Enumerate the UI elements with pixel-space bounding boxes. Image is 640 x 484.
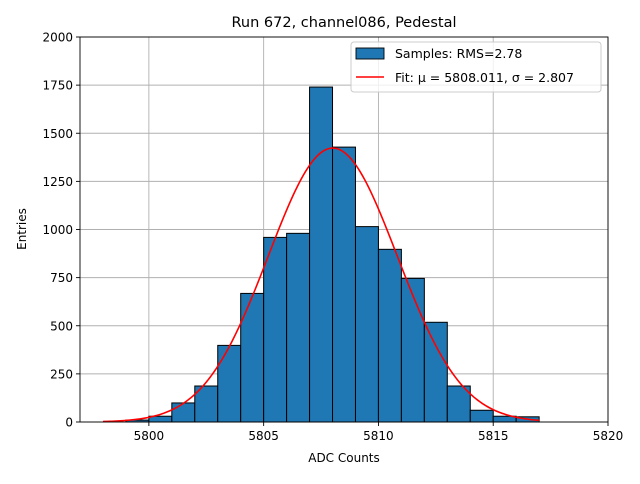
histogram-bar	[286, 232, 311, 423]
histogram-bar	[217, 344, 242, 423]
legend-histogram-swatch	[355, 47, 385, 60]
histogram-bar	[377, 248, 402, 423]
histogram-bar	[354, 226, 379, 423]
y-tick-label: 1250	[42, 175, 73, 189]
fit-curve	[102, 147, 540, 423]
y-axis-label: Entries	[15, 208, 29, 250]
legend: Samples: RMS=2.78 Fit: μ = 5808.011, σ =…	[350, 41, 602, 93]
legend-histogram-label: Samples: RMS=2.78	[395, 46, 522, 61]
x-tick-label: 5805	[248, 429, 279, 443]
x-tick-label: 5820	[593, 429, 624, 443]
y-tick-label: 1750	[42, 79, 73, 93]
y-tick-label: 2000	[42, 31, 73, 45]
x-tick-label: 5810	[363, 429, 394, 443]
x-axis-label: ADC Counts	[308, 451, 380, 465]
histogram-bar	[332, 146, 356, 423]
legend-box	[350, 41, 602, 93]
legend-fit-prefix: Fit:	[395, 70, 418, 85]
legend-fit-label: Fit: μ = 5808.011, σ = 2.807	[395, 70, 574, 85]
y-tick-label: 0	[65, 416, 73, 430]
x-tick-label: 5800	[134, 429, 165, 443]
chart-title: Run 672, channel086, Pedestal	[231, 15, 456, 31]
y-tick-label: 1000	[42, 223, 73, 237]
legend-fit-sigma: σ = 2.807	[512, 70, 574, 85]
histogram-bar	[309, 86, 334, 423]
histogram-bar	[240, 292, 265, 423]
legend-fit-sep: ,	[504, 70, 512, 85]
y-tick-label: 500	[50, 319, 73, 333]
histogram-bar	[400, 277, 425, 423]
x-tick-label: 5815	[478, 429, 509, 443]
y-tick-label: 750	[50, 271, 73, 285]
histogram-bar	[171, 402, 196, 423]
histogram-bar	[423, 321, 448, 423]
histogram-bar	[469, 409, 494, 423]
legend-fit-mu: μ = 5808.011	[418, 70, 504, 85]
y-tick-label: 250	[50, 367, 73, 381]
y-tick-label: 1500	[42, 127, 73, 141]
histogram-bar	[263, 236, 288, 423]
axis-ticks: 5800 5805 5810 5815 5820 0 250 500 750 1000 1250 15…	[42, 31, 623, 444]
